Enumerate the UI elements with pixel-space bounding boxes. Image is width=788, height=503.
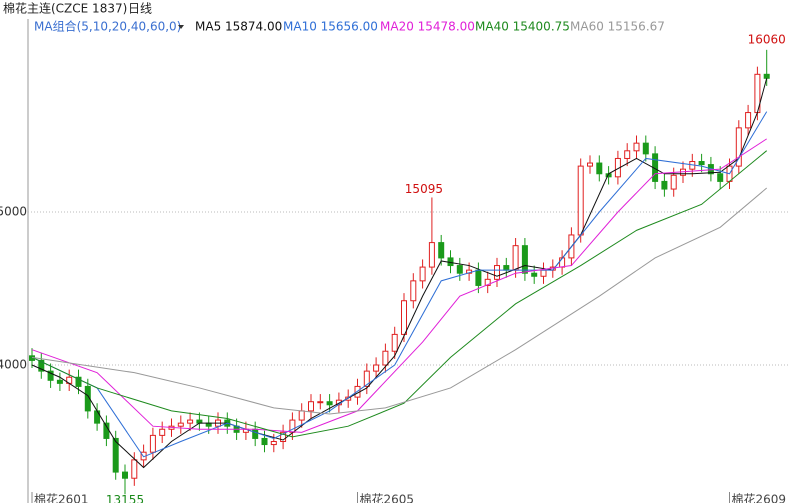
candle-body [763, 73, 770, 79]
candle-body [84, 385, 91, 412]
candle-body [428, 242, 435, 268]
candle-body [745, 112, 752, 129]
high-annotation: 15095 [405, 182, 443, 196]
candle-body [456, 265, 463, 274]
y-tick-label: 15000 [0, 205, 27, 219]
ma-line [31, 78, 768, 469]
candle-body [670, 174, 677, 190]
candle-body [363, 370, 370, 387]
legend-entry: MA20 15478.00 [380, 20, 475, 34]
legend-entry: MA60 15156.67 [570, 20, 665, 34]
candle-body [735, 127, 742, 167]
candle-body [419, 266, 426, 282]
candle-body [382, 350, 389, 366]
candle-body [131, 459, 138, 479]
candle-body [326, 401, 333, 406]
candle-body [298, 410, 305, 421]
candle-body [698, 161, 705, 166]
candle-body [177, 422, 184, 427]
low-annotation: 13155 [106, 493, 144, 503]
candle-body [503, 265, 510, 271]
candle-body [391, 333, 398, 352]
candle-body [159, 428, 166, 436]
candle-body [512, 245, 519, 271]
candle-body [410, 280, 417, 302]
candle-body [94, 410, 101, 424]
candle-body [531, 272, 538, 277]
candle-body [122, 471, 128, 479]
candle-body [261, 437, 268, 446]
candle-body [661, 180, 668, 190]
candle-body [577, 165, 584, 236]
candle-body [717, 173, 724, 182]
candle-body [540, 269, 547, 277]
x-tick-label: 棉花2601 [34, 492, 89, 503]
candle-body [317, 401, 324, 404]
candle-body [56, 379, 63, 384]
candle-body [484, 278, 491, 286]
candle-body [187, 419, 194, 424]
candle-body [112, 437, 119, 473]
legend-entry: MA10 15656.00 [283, 20, 378, 34]
candle-body [438, 242, 445, 259]
ma-group[interactable]: MA组合(5,10,20,40,60,0) [34, 19, 181, 34]
candle-body [252, 428, 259, 439]
candle-body [521, 245, 528, 274]
candle-body [633, 142, 640, 152]
candle-body [475, 269, 482, 286]
candle-body [494, 265, 500, 280]
candle-body [587, 162, 593, 167]
ma-line [31, 150, 768, 438]
dropdown-arrow[interactable] [178, 25, 184, 29]
high-annotation: 16060 [748, 32, 786, 46]
candle-body [596, 162, 603, 175]
candle-body [401, 300, 407, 335]
candle-body [308, 401, 314, 412]
x-tick-label: 棉花2609 [732, 492, 787, 503]
y-tick-label: 14000 [0, 358, 27, 372]
ma-line [31, 111, 768, 458]
candle-body [624, 150, 631, 159]
candle-body [373, 364, 380, 372]
candle-body [47, 370, 54, 381]
candle-body [270, 440, 277, 446]
candle-body [642, 142, 649, 155]
period[interactable]: 日线 [128, 2, 152, 16]
candle-body [38, 359, 45, 372]
candle-body [75, 376, 82, 387]
legend-entry: MA5 15874.00 [195, 20, 282, 34]
ma-line [31, 138, 767, 433]
candle-body [149, 434, 156, 453]
ma-line [31, 187, 768, 415]
candle-body [280, 431, 287, 442]
chart-title: 棉花主连(CZCE 1837) [3, 1, 127, 16]
legend-entry: MA40 15400.75 [475, 20, 570, 34]
x-tick-label: 棉花2605 [360, 492, 415, 503]
